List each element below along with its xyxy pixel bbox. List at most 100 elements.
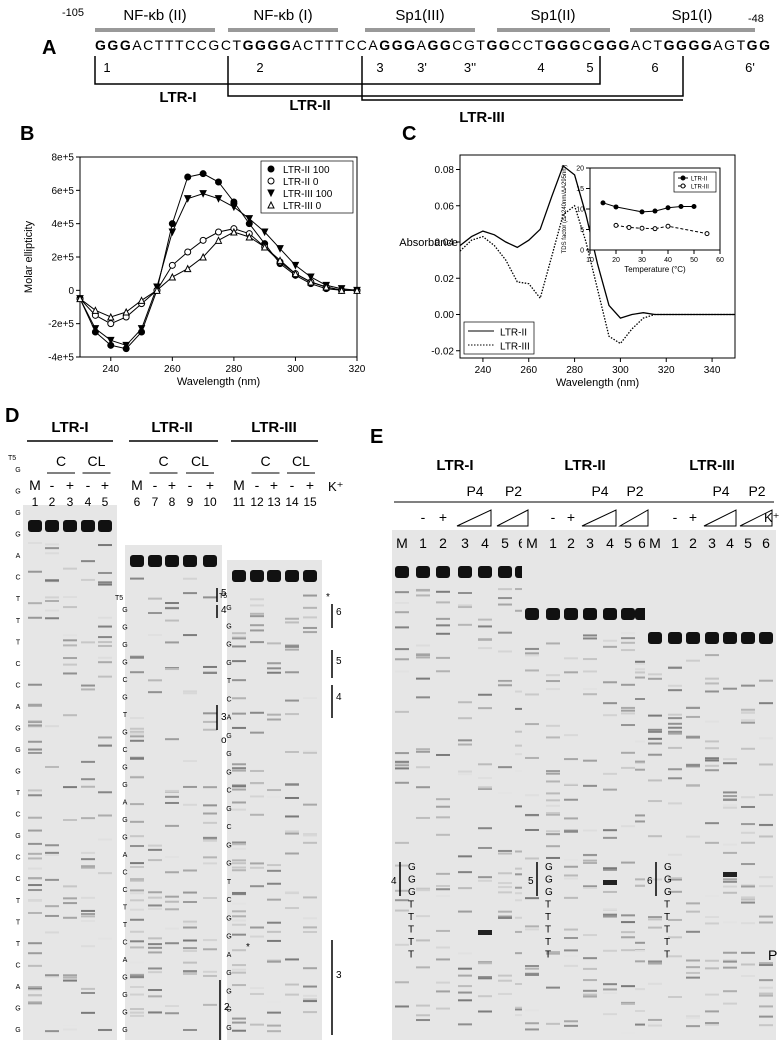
gel-band	[546, 812, 560, 815]
gel-band	[546, 736, 560, 739]
ladder-base: T	[123, 922, 128, 929]
lane-number: 6	[134, 495, 141, 509]
gel-band	[203, 786, 217, 789]
ladder-base: G	[226, 970, 231, 977]
gel-band	[546, 830, 560, 833]
gel-band	[165, 555, 179, 567]
gel-band	[395, 909, 409, 912]
ladder-base: T	[227, 678, 232, 685]
y-tick-label: 0.06	[435, 201, 455, 212]
gel-band	[98, 736, 112, 739]
gel-band	[498, 597, 512, 600]
gel-band	[546, 951, 560, 954]
ladder-base: C	[226, 824, 231, 831]
sequence-start: -105	[62, 7, 84, 19]
gel-band	[686, 835, 700, 838]
gel-band	[436, 601, 450, 604]
gradient-wedge	[703, 509, 737, 527]
ladder-base: G	[226, 769, 231, 776]
gel-band	[98, 791, 112, 794]
lane-number: 5	[102, 495, 109, 509]
gel-band	[183, 939, 197, 942]
lane-number: 12	[250, 495, 264, 509]
gel-band	[285, 891, 299, 894]
gel-band	[28, 703, 42, 706]
construct-label: LTR-II	[289, 97, 330, 114]
gel-band	[130, 656, 144, 659]
gel-band	[583, 637, 597, 640]
gel-band	[564, 896, 578, 899]
gel-band	[203, 970, 217, 973]
gel-band	[525, 828, 539, 831]
gel-band	[498, 631, 512, 634]
gel-band	[267, 960, 281, 963]
gel-band	[28, 842, 42, 845]
gel-band	[183, 692, 197, 695]
x-tick-label: 300	[612, 365, 629, 376]
region-label: Sp1(I)	[672, 7, 713, 24]
gel-band	[303, 896, 317, 899]
gel-band	[130, 878, 144, 881]
ladder-base: G	[15, 769, 20, 776]
gel-band	[303, 606, 317, 609]
gel-band	[81, 987, 95, 990]
gel-band	[458, 974, 472, 977]
gel-band	[232, 570, 246, 582]
gel-band	[564, 817, 578, 820]
gel-band	[81, 915, 95, 918]
gel-band	[546, 952, 560, 955]
marker	[230, 227, 238, 236]
gel-band	[635, 668, 649, 671]
gel-band	[741, 823, 755, 826]
gel-band	[130, 577, 144, 580]
gel-band	[723, 843, 737, 846]
ladder-top: T5	[115, 595, 123, 602]
gel-band	[621, 1031, 635, 1034]
gel-band	[148, 891, 162, 894]
gel-image	[392, 530, 532, 1040]
gel-band	[498, 852, 512, 855]
gel-band	[267, 718, 281, 721]
gel-band	[648, 1024, 662, 1027]
gel-band	[458, 887, 472, 890]
gel-band	[705, 654, 719, 657]
gel-band	[416, 566, 430, 578]
gel-band	[705, 757, 719, 760]
gel-band	[478, 995, 492, 998]
gel-band	[28, 751, 42, 754]
gel-band	[498, 886, 512, 889]
gel-band	[285, 699, 299, 702]
gel-band	[148, 937, 162, 940]
gel-band	[81, 778, 95, 781]
gel-band	[285, 648, 299, 651]
ladder-base: G	[122, 835, 127, 842]
gel-band	[564, 1024, 578, 1027]
gel-band	[478, 876, 492, 879]
gel-band	[723, 880, 737, 883]
gel-band	[232, 726, 246, 729]
gel-band	[416, 915, 430, 918]
legend-box	[463, 321, 535, 355]
gel-band	[165, 795, 179, 798]
lane-sign: -	[673, 509, 678, 525]
gel-band	[232, 808, 246, 811]
gel-band	[635, 768, 649, 771]
gel-band	[130, 727, 144, 730]
gel-band	[98, 937, 112, 940]
gel-band	[668, 726, 682, 729]
marker	[337, 286, 346, 294]
gel-band	[130, 892, 144, 895]
gel-band	[648, 918, 662, 921]
gel-band	[416, 1019, 430, 1022]
marker	[199, 252, 207, 261]
marker	[215, 178, 222, 186]
gel-band	[28, 829, 42, 832]
marker	[613, 204, 619, 210]
ladder-base: G	[122, 817, 127, 824]
gel-band	[621, 706, 635, 709]
gel-band	[603, 645, 617, 648]
gel-band	[498, 872, 512, 875]
gel-band	[635, 676, 649, 679]
gel-band	[63, 976, 77, 979]
lane-number: 5	[501, 535, 509, 551]
